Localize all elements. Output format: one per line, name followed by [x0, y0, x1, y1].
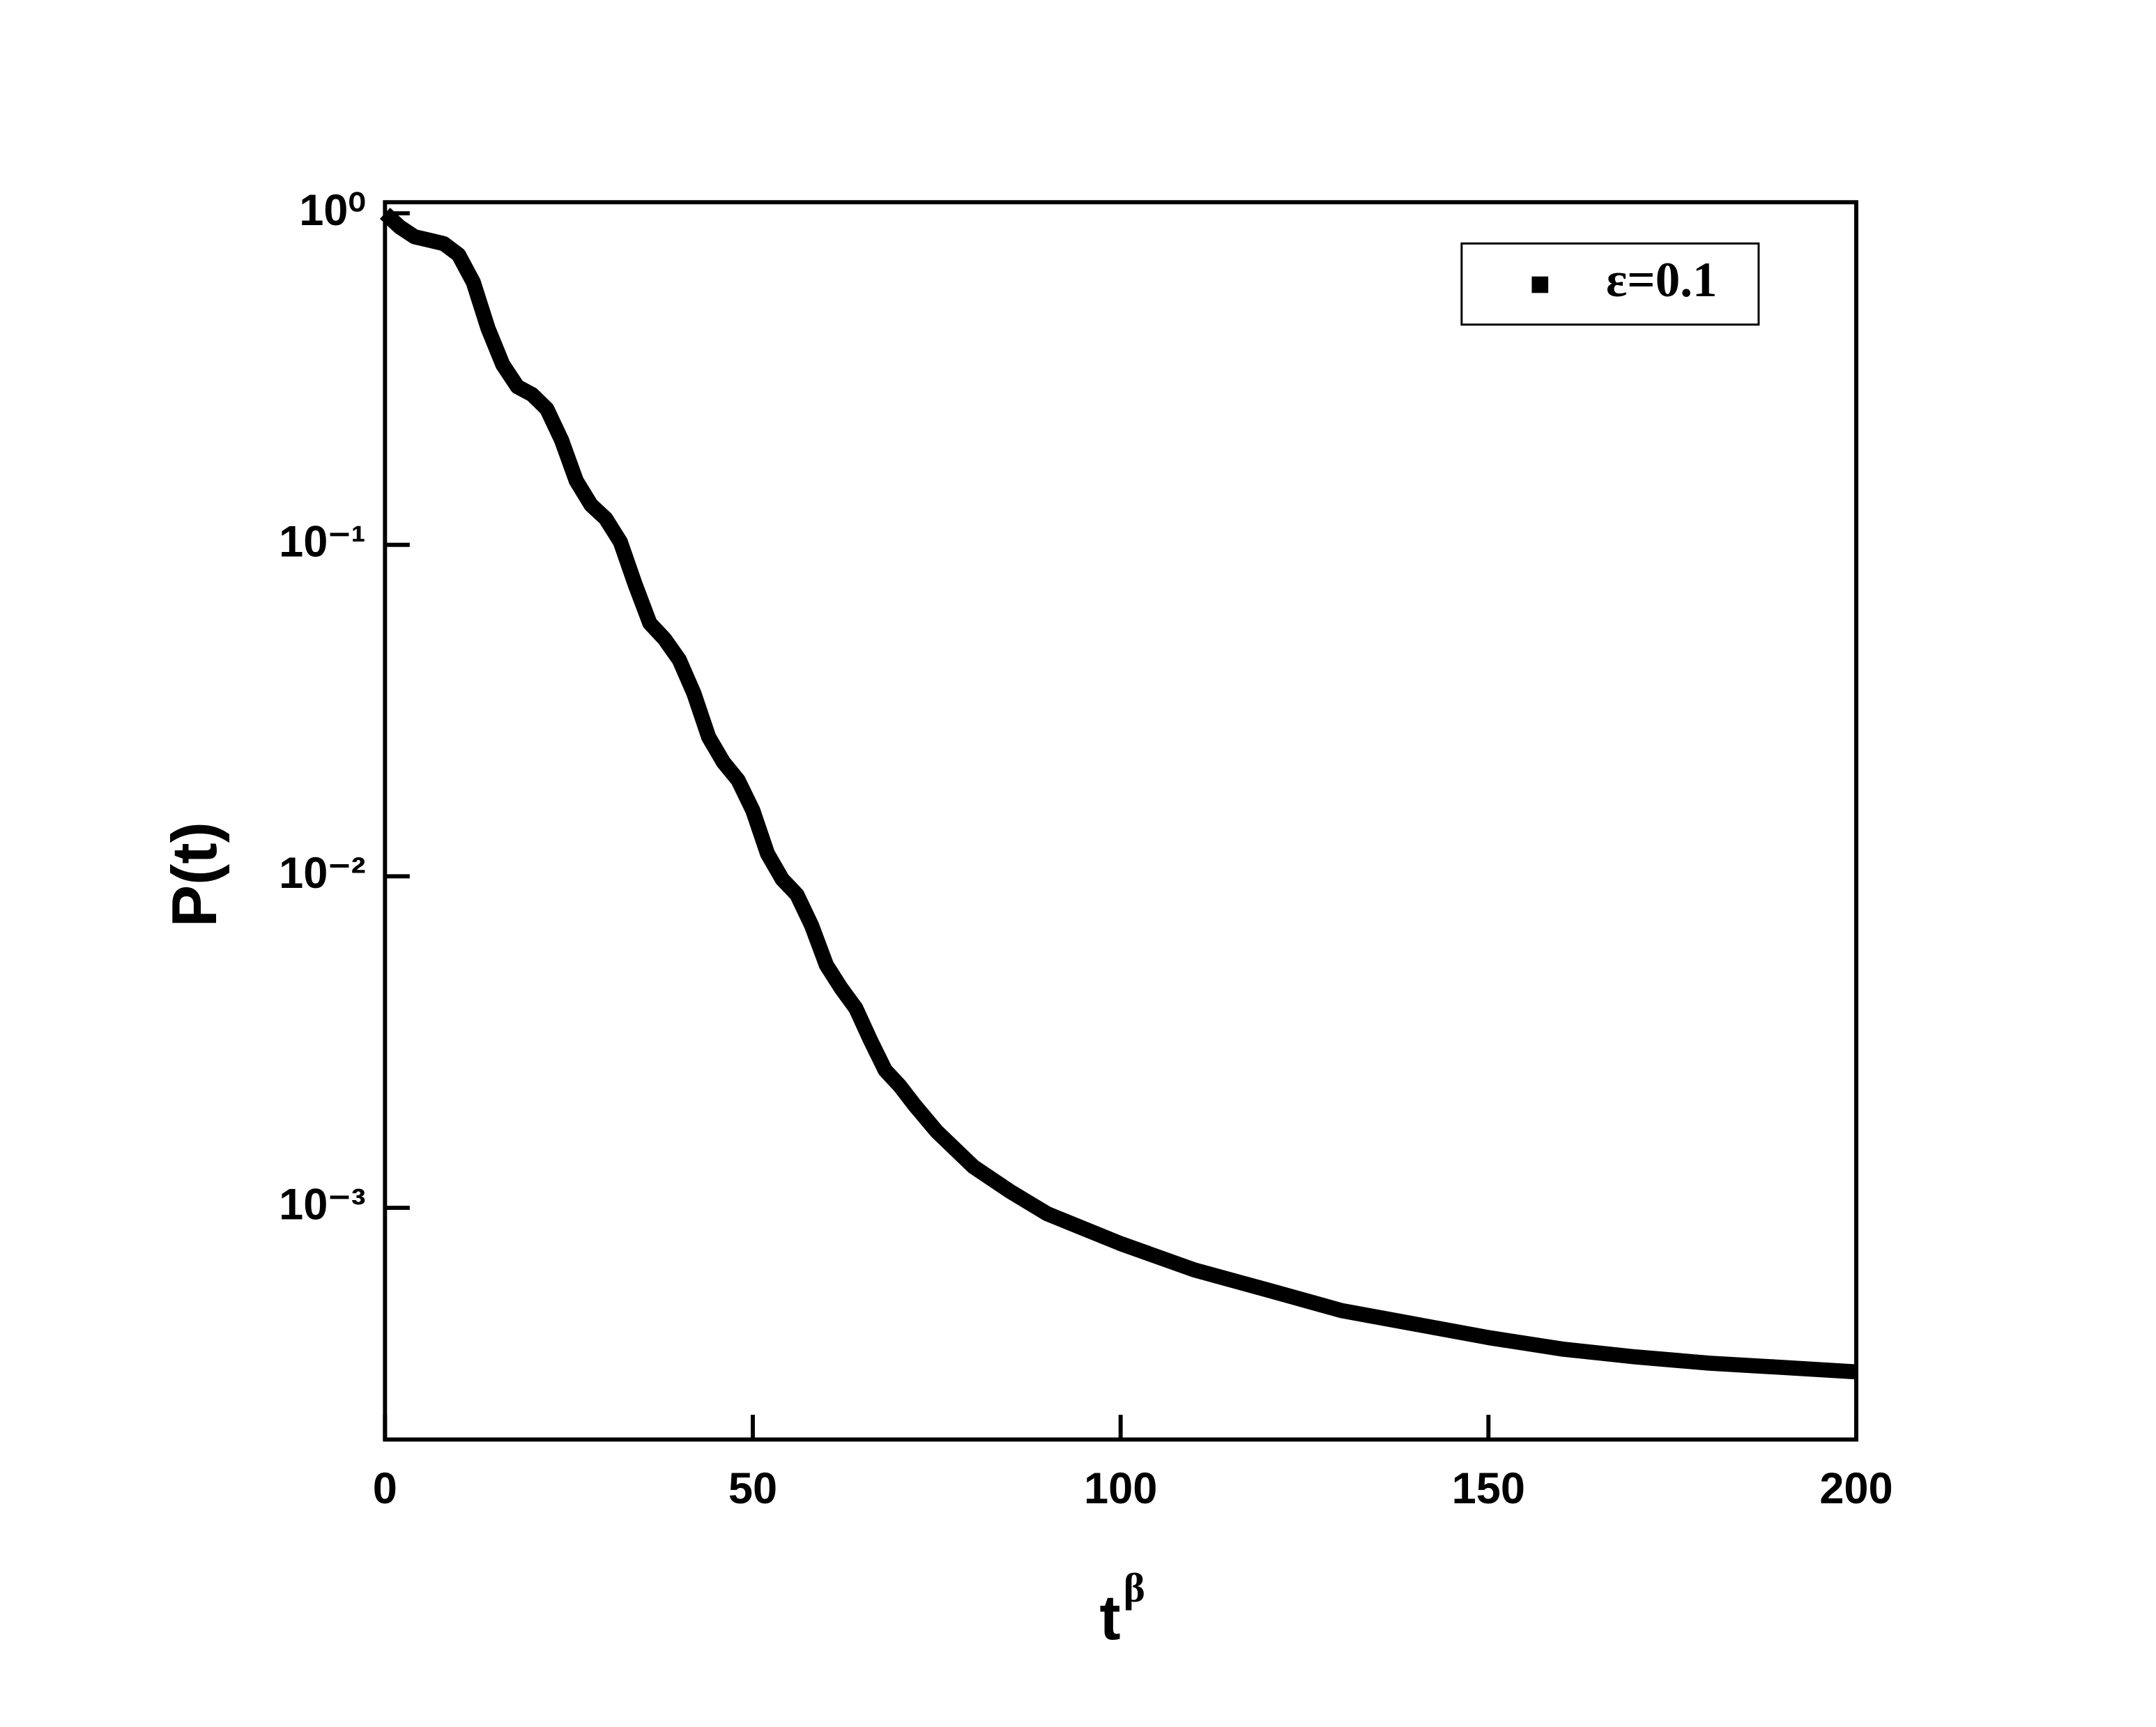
y-tick-label: 10⁰ [299, 186, 366, 235]
plot-frame [383, 200, 1858, 1442]
y-axis-label: P(t) [160, 822, 230, 927]
data-line [379, 208, 1857, 1380]
legend-label: ε=0.1 [1606, 253, 1718, 307]
x-axis-label: t [1099, 1583, 1120, 1653]
x-tick-label: 0 [373, 1464, 397, 1513]
y-tick-label: 10⁻¹ [279, 517, 366, 566]
x-tick-label: 50 [728, 1464, 777, 1513]
y-tick-label: 10⁻² [279, 849, 366, 898]
x-tick-label: 150 [1452, 1464, 1525, 1513]
y-tick-label: 10⁻³ [279, 1181, 366, 1229]
x-axis-label-superscript: β [1124, 1565, 1145, 1611]
x-tick-label: 100 [1084, 1464, 1157, 1513]
legend-marker [1531, 276, 1549, 293]
legend-box [1460, 242, 1760, 326]
x-tick-label: 200 [1819, 1464, 1893, 1513]
